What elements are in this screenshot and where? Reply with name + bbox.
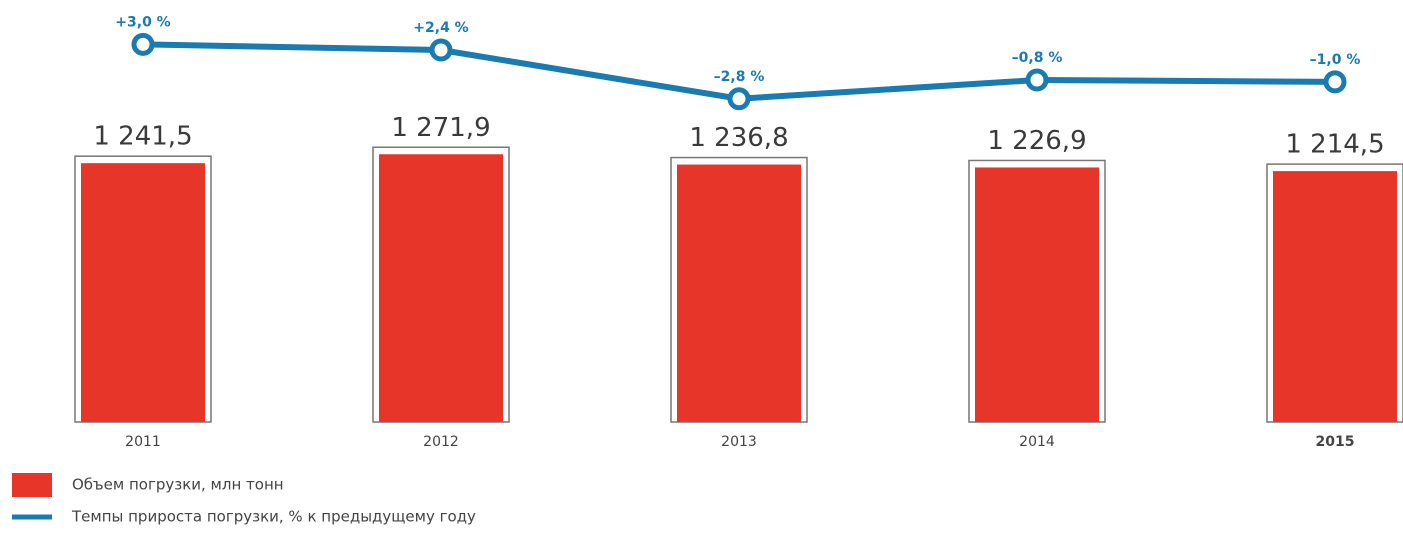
line-point bbox=[1025, 68, 1049, 92]
bar bbox=[81, 163, 205, 423]
value-label: 1 236,8 bbox=[689, 123, 788, 153]
value-label: 1 271,9 bbox=[391, 113, 490, 143]
line-point bbox=[727, 87, 751, 111]
line-point bbox=[1323, 70, 1347, 94]
line-point bbox=[429, 38, 453, 62]
value-label: 1 241,5 bbox=[93, 122, 192, 152]
line-label: –2,8 % bbox=[714, 69, 765, 85]
line-label: –0,8 % bbox=[1012, 50, 1063, 66]
legend-label: Темпы прироста погрузки, % к предыдущему… bbox=[71, 508, 476, 526]
bar bbox=[975, 167, 1099, 422]
x-tick-label: 2014 bbox=[1019, 434, 1055, 450]
value-label: 1 226,9 bbox=[987, 126, 1086, 156]
line-label: –1,0 % bbox=[1310, 52, 1361, 68]
legend-label: Объем погрузки, млн тонн bbox=[72, 476, 284, 494]
bar bbox=[1273, 171, 1397, 422]
line-label: +3,0 % bbox=[115, 14, 170, 30]
x-tick-label: 2013 bbox=[721, 434, 757, 450]
x-tick-label: 2012 bbox=[423, 434, 459, 450]
x-tick-label: 2015 bbox=[1316, 434, 1355, 450]
bar bbox=[677, 164, 801, 423]
x-tick-label: 2011 bbox=[125, 434, 161, 450]
legend-swatch bbox=[12, 473, 52, 497]
line-point bbox=[131, 32, 155, 56]
value-label: 1 214,5 bbox=[1285, 130, 1384, 160]
line-label: +2,4 % bbox=[413, 20, 468, 36]
bar bbox=[379, 154, 503, 422]
